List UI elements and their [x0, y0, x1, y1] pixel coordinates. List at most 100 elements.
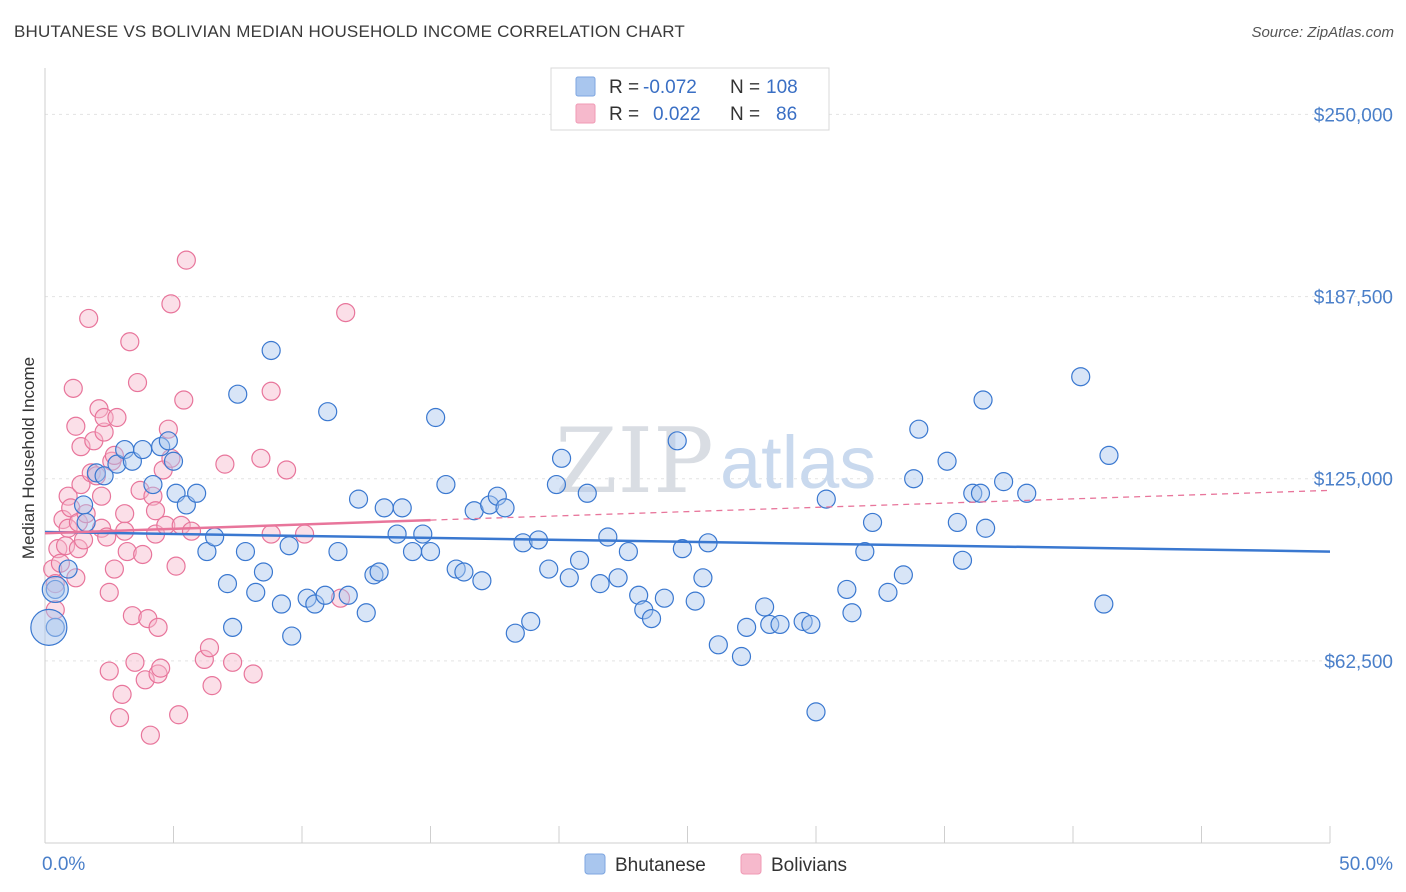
bhutanese-point-large-2	[41, 575, 69, 604]
bhutanese-point-34	[328, 541, 348, 562]
bhutanese-point-27	[271, 594, 292, 614]
bhutanese-point-17	[187, 483, 207, 503]
bhutanese-point-43	[402, 541, 423, 562]
bhutanese-points	[30, 340, 1119, 722]
bhutanese-point-48	[446, 559, 466, 579]
bottom-legend-swatch-bolivians	[740, 853, 762, 875]
bolivians-point-4	[50, 553, 71, 573]
trend-lines	[44, 489, 1331, 553]
bhutanese-point-22	[228, 384, 248, 404]
bhutanese-point-71	[641, 608, 662, 629]
bolivians-point-66	[194, 649, 214, 670]
bhutanese-point-47	[436, 474, 456, 495]
source-credit: Source: ZipAtlas.com	[1251, 24, 1394, 41]
bolivians-point-63	[174, 390, 194, 410]
bhutanese-point-10	[133, 439, 153, 460]
bhutanese-point-20	[217, 574, 238, 594]
bolivians-point-70	[223, 652, 243, 672]
bhutanese-point-29	[282, 626, 302, 646]
bolivians-point-53	[148, 617, 168, 637]
bolivians-point-60	[166, 556, 186, 576]
bolivians-point-71	[243, 664, 263, 684]
bhutanese-point-101	[973, 390, 993, 410]
bolivians-point-65	[181, 521, 202, 541]
bolivians-point-39	[117, 541, 137, 562]
bhutanese-point-44	[413, 524, 433, 544]
y-tick-labels: $62,500 $125,000 $187,500 $250,000	[1314, 105, 1393, 672]
bhutanese-point-12	[151, 437, 171, 457]
bhutanese-point-76	[693, 568, 713, 588]
bolivians-point-78	[336, 303, 356, 323]
bhutanese-point-93	[893, 565, 913, 585]
bolivians-point-73	[261, 381, 281, 401]
bhutanese-point-19	[205, 527, 225, 547]
bolivians-point-69	[215, 454, 235, 474]
bhutanese-point-33	[318, 402, 338, 422]
bhutanese-point-51	[472, 571, 492, 591]
bolivians-point-64	[176, 250, 196, 270]
bhutanese-point-84	[793, 611, 813, 632]
bottom-legend: Bhutanese Bolivians	[584, 853, 847, 876]
bolivians-point-11	[66, 416, 86, 436]
bolivians-point-41	[122, 606, 142, 626]
bhutanese-point-41	[387, 524, 407, 544]
bhutanese-point-4	[76, 512, 96, 533]
bhutanese-point-57	[521, 611, 541, 632]
bolivians-point-40	[120, 332, 140, 352]
bolivians-trend-line	[44, 518, 431, 535]
bolivians-trend-extension	[430, 489, 1331, 521]
bhutanese-point-91	[862, 512, 883, 533]
bhutanese-point-74	[672, 539, 692, 559]
bolivians-point-75	[276, 460, 297, 480]
bhutanese-point-67	[608, 568, 628, 588]
bolivians-point-19	[79, 308, 99, 329]
bhutanese-point-42	[392, 498, 412, 518]
bhutanese-point-23	[235, 541, 256, 562]
bhutanese-point-87	[816, 489, 836, 509]
bolivians-point-34	[107, 407, 127, 428]
bolivians-point-59	[161, 294, 181, 314]
bhutanese-point-103	[994, 472, 1014, 492]
bolivians-point-7	[58, 486, 78, 506]
y-axis-label: Median Household Income	[19, 357, 38, 559]
bhutanese-point-80	[737, 617, 757, 637]
y-tick-label-2: $187,500	[1314, 288, 1393, 309]
bhutanese-point-83	[770, 614, 790, 635]
legend-r-value-1: -0.072	[643, 77, 697, 98]
bolivians-point-3	[48, 539, 68, 559]
bhutanese-point-39	[369, 562, 389, 582]
bhutanese-point-54	[495, 498, 515, 518]
x-tick-labels: 0.0% 50.0%	[42, 854, 1393, 875]
bhutanese-point-95	[909, 419, 929, 439]
bhutanese-point-88	[837, 579, 857, 600]
watermark-atlas: atlas	[720, 421, 876, 504]
bhutanese-point-100	[970, 483, 991, 503]
bhutanese-point-104	[1017, 483, 1037, 503]
legend-n-label-2: N =	[730, 104, 760, 125]
legend-n-label-1: N =	[730, 77, 760, 98]
bhutanese-point-49	[454, 562, 474, 582]
bolivians-point-36	[112, 684, 132, 704]
bhutanese-point-96	[937, 451, 957, 471]
legend-swatch-bolivians	[575, 103, 596, 124]
y-tick-label-0: $62,500	[1324, 652, 1393, 673]
bhutanese-point-55	[505, 623, 525, 643]
legend-r-label-1: R =	[609, 77, 639, 98]
bhutanese-point-92	[878, 582, 898, 602]
bolivians-point-50	[145, 501, 166, 521]
bhutanese-point-59	[539, 559, 559, 579]
bhutanese-point-24	[246, 582, 266, 602]
bolivians-point-61	[169, 705, 189, 725]
bolivians-point-48	[140, 725, 160, 745]
bhutanese-point-63	[569, 550, 590, 570]
bhutanese-point-3	[73, 495, 94, 515]
bolivians-point-76	[294, 524, 315, 544]
bottom-legend-label-bolivians: Bolivians	[771, 855, 847, 876]
bhutanese-point-5	[86, 463, 107, 483]
bhutanese-point-28	[279, 536, 299, 556]
bhutanese-point-97	[947, 512, 967, 533]
legend-swatch-bhutanese	[575, 76, 596, 97]
bhutanese-point-35	[338, 585, 358, 605]
bhutanese-point-66	[598, 527, 618, 547]
bhutanese-point-32	[315, 585, 335, 605]
